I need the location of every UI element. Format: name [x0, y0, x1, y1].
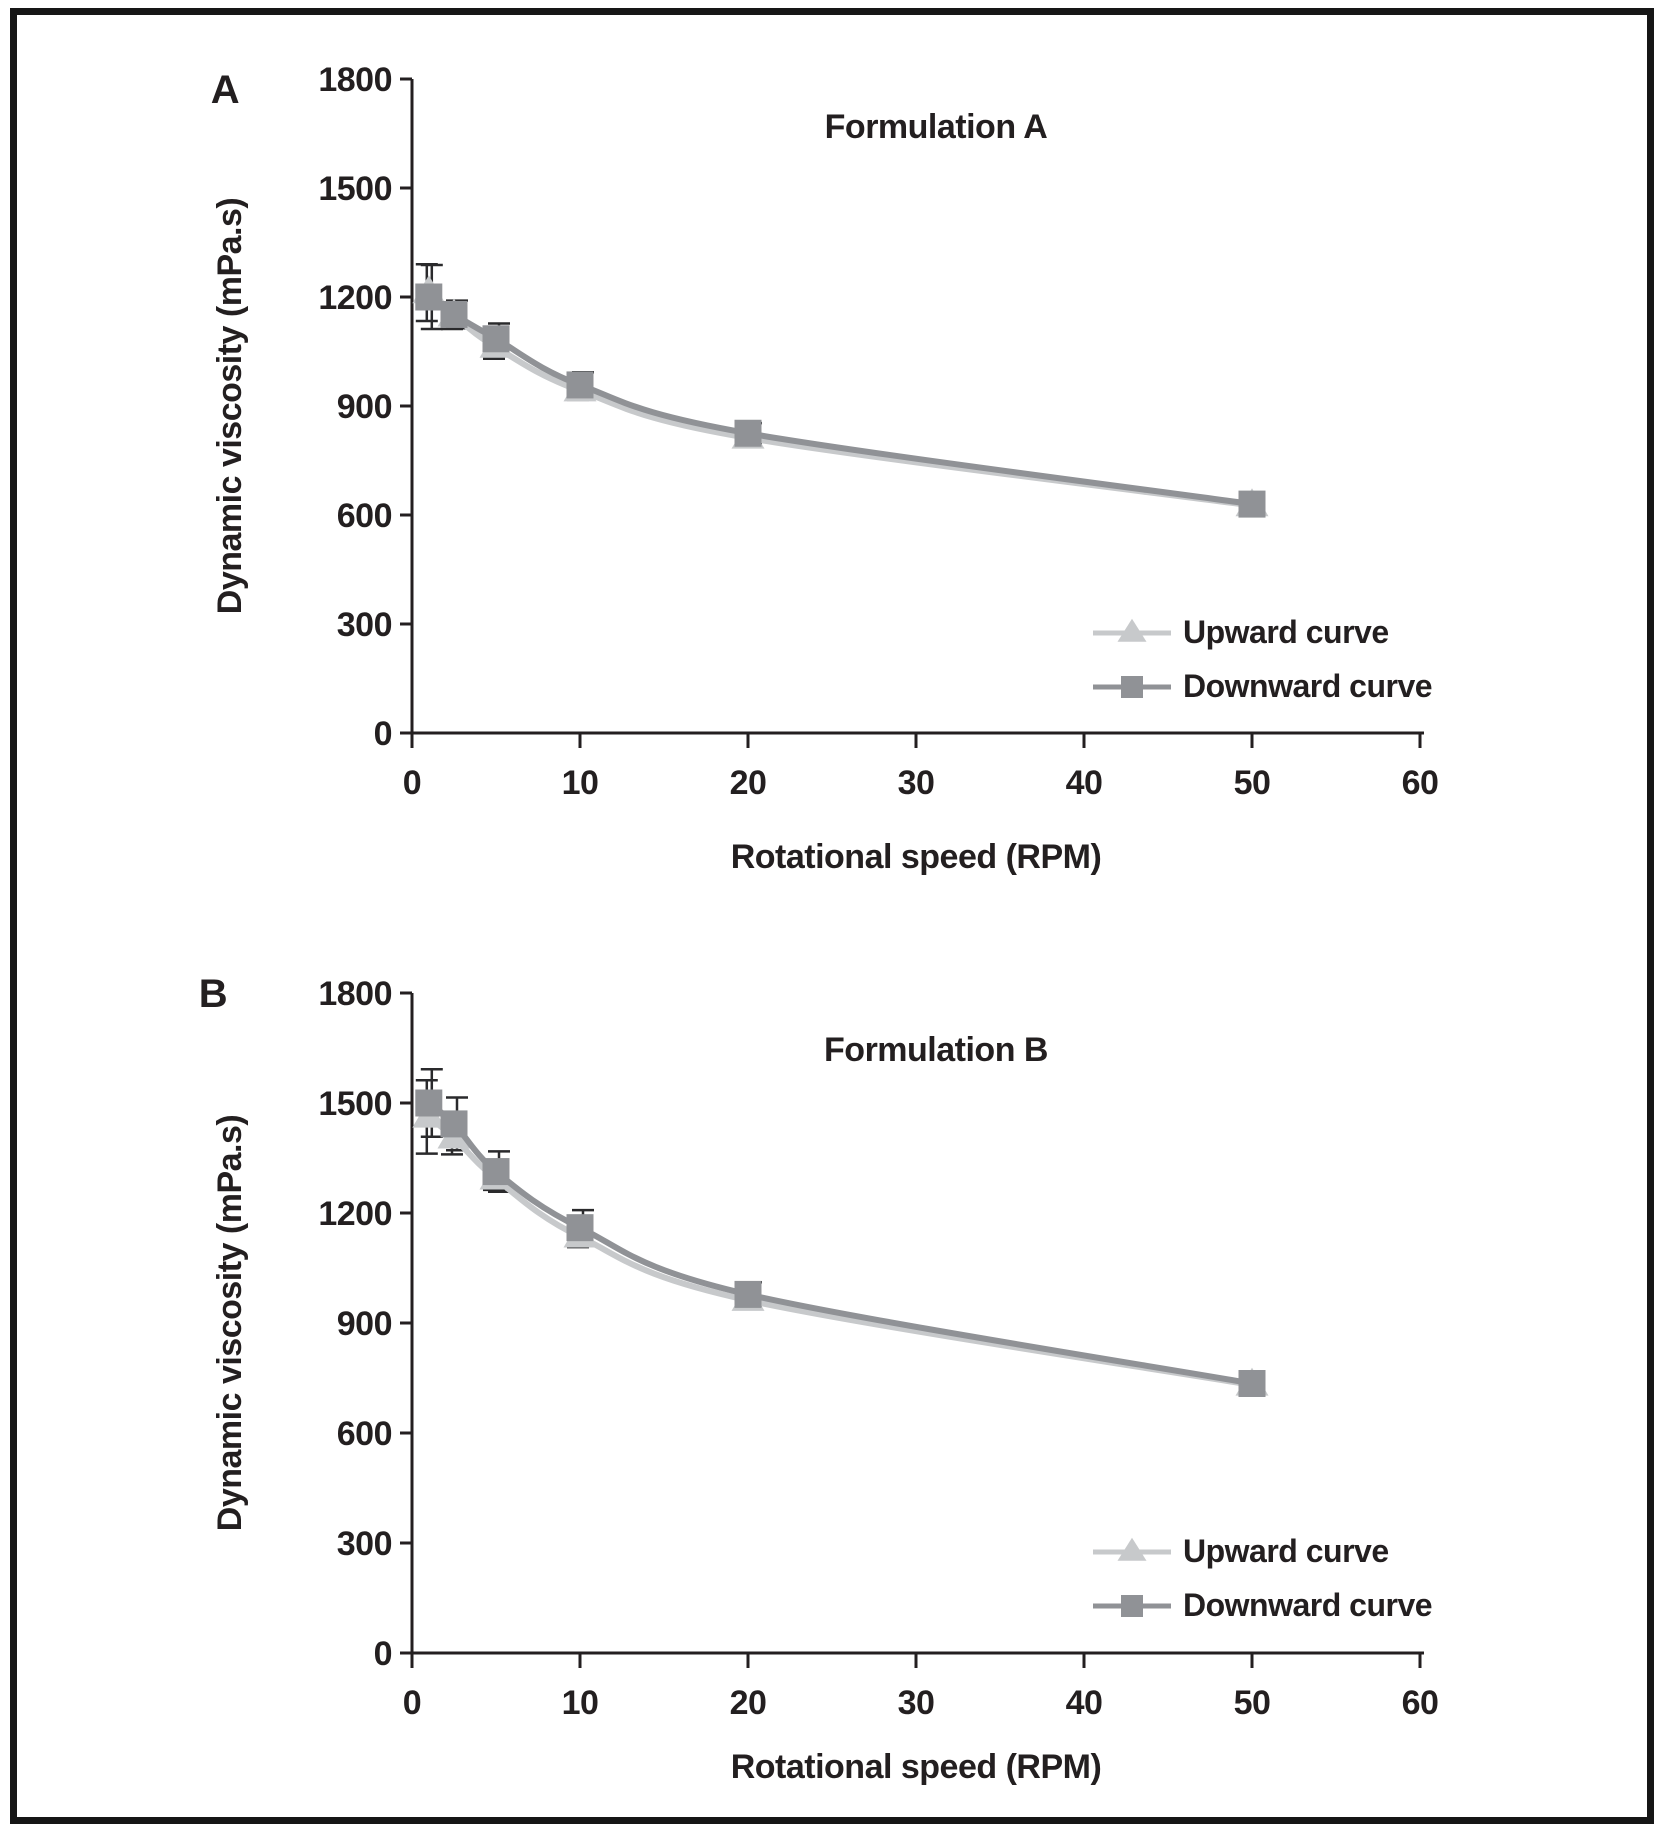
- x-tick-label-a: 20: [730, 764, 767, 802]
- y-axis-title-b: Dynamic viscosity (mPa.s): [211, 1114, 249, 1532]
- legend-label-upward-b: Upward curve: [1183, 1533, 1389, 1569]
- marker-square-b: [566, 1214, 594, 1242]
- y-tick-label-a: 1500: [318, 170, 392, 208]
- y-tick-label-a: 1800: [318, 61, 392, 99]
- y-tick-label-b: 300: [337, 1525, 392, 1563]
- chart-panel-b: 0 300 600 900 1200 1500 1800 0 10 20 30 40 50 60: [318, 975, 1439, 1722]
- x-tick-label-a: 30: [898, 764, 935, 802]
- legend-label-downward-b: Downward curve: [1183, 1587, 1433, 1623]
- series-line-downward-b: [426, 1100, 1253, 1387]
- panel-label-b: B: [198, 972, 228, 1016]
- x-axis-title-b: Rotational speed (RPM): [730, 1748, 1102, 1786]
- marker-square-a: [566, 371, 594, 399]
- x-tick-label-b: 30: [898, 1684, 935, 1722]
- legend-marker-triangle-b: [1117, 1537, 1147, 1561]
- y-tick-label-a: 300: [337, 606, 392, 644]
- chart-panel-a: 0 300 600 900 1200 1500 1800 0 10 20 30 40 50 60: [318, 61, 1439, 802]
- x-tick-label-b: 60: [1402, 1684, 1439, 1722]
- panel-label-a: A: [210, 68, 240, 112]
- series-line-upward-b: [426, 1114, 1253, 1388]
- x-axis-title-a: Rotational speed (RPM): [730, 838, 1102, 876]
- x-tick-label-a: 0: [403, 764, 421, 802]
- series-line-upward-a: [426, 290, 1253, 509]
- x-tick-label-a: 50: [1234, 764, 1271, 802]
- y-tick-label-b: 1200: [318, 1195, 392, 1233]
- marker-square-a: [482, 325, 510, 353]
- marker-square-a: [440, 300, 468, 328]
- legend-marker-triangle-a: [1117, 618, 1147, 642]
- x-tick-label-a: 60: [1402, 764, 1439, 802]
- y-tick-label-b: 1500: [318, 1085, 392, 1123]
- x-tick-label-b: 40: [1066, 1684, 1103, 1722]
- marker-square-b: [482, 1158, 510, 1186]
- series-line-downward-a: [427, 294, 1253, 508]
- marker-square-b: [1238, 1370, 1266, 1397]
- chart-title-b: Formulation B: [824, 1031, 1048, 1069]
- marker-square-a: [415, 283, 443, 311]
- chart-title-a: Formulation A: [824, 108, 1048, 146]
- y-tick-label-b: 900: [337, 1305, 392, 1343]
- legend-b: [1093, 1537, 1171, 1617]
- legend-label-upward-a: Upward curve: [1183, 614, 1389, 650]
- marker-square-a: [1238, 490, 1266, 518]
- marker-square-a: [734, 419, 762, 447]
- x-tick-label-a: 40: [1066, 764, 1103, 802]
- y-tick-label-a: 900: [337, 388, 392, 426]
- y-tick-label-b: 600: [337, 1415, 392, 1453]
- x-tick-label-b: 50: [1234, 1684, 1271, 1722]
- marker-square-b: [415, 1089, 443, 1117]
- legend-label-downward-a: Downward curve: [1183, 668, 1433, 704]
- x-tick-label-b: 10: [562, 1684, 599, 1722]
- marker-square-b: [440, 1110, 468, 1138]
- legend-marker-square-b: [1121, 1595, 1143, 1617]
- x-tick-label-a: 10: [562, 764, 599, 802]
- y-axis-title-a: Dynamic viscosity (mPa.s): [211, 197, 249, 615]
- marker-square-b: [734, 1280, 762, 1308]
- y-tick-label-a: 0: [374, 715, 392, 753]
- legend-marker-square-a: [1121, 676, 1143, 698]
- y-tick-label-b: 0: [374, 1635, 392, 1673]
- y-tick-label-a: 1200: [318, 279, 392, 317]
- y-tick-label-b: 1800: [318, 975, 392, 1013]
- y-tick-label-a: 600: [337, 497, 392, 535]
- x-tick-label-b: 0: [403, 1684, 421, 1722]
- legend-a: [1093, 618, 1171, 698]
- x-tick-label-b: 20: [730, 1684, 767, 1722]
